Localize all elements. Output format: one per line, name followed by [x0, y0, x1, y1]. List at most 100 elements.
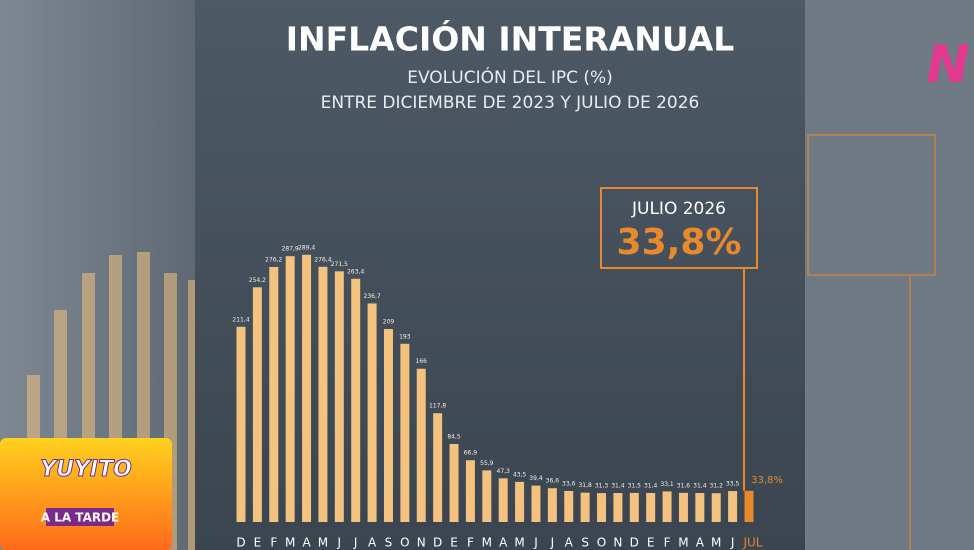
- x-tick-label: D: [433, 536, 442, 550]
- x-tick-label: O: [400, 536, 409, 550]
- x-tick-label: A: [368, 536, 377, 550]
- bar: [531, 485, 541, 522]
- value-label: 39,4: [529, 475, 543, 482]
- value-label: 47,3: [497, 468, 511, 475]
- x-tick-label: D: [236, 536, 245, 550]
- value-label: 33,6: [562, 480, 576, 487]
- bar: [629, 492, 639, 522]
- chart-subtitle: ENTRE DICIEMBRE DE 2023 Y JULIO DE 2026: [321, 93, 700, 113]
- value-label: 287,9: [282, 246, 299, 253]
- value-label: 31,4: [693, 483, 707, 490]
- bar: [498, 478, 508, 522]
- chart-title: INFLACIÓN INTERANUAL: [286, 19, 735, 59]
- callout-label: JULIO 2026: [631, 199, 726, 219]
- value-label: 33,5: [726, 481, 740, 488]
- value-label: 117,8: [429, 403, 446, 410]
- bar: [334, 271, 344, 522]
- x-tick-label: N: [417, 536, 426, 550]
- bar: [367, 303, 377, 522]
- value-label: 66,9: [464, 450, 478, 457]
- value-label: 31,2: [710, 483, 724, 490]
- x-tick-label: JUL: [742, 536, 762, 550]
- bar: [678, 492, 688, 522]
- x-tick-label: A: [696, 536, 705, 550]
- bar: [613, 493, 623, 522]
- x-tick-label: E: [647, 536, 655, 550]
- bar: [433, 413, 443, 522]
- value-label: 55,9: [480, 460, 494, 467]
- x-tick-label: M: [482, 536, 492, 550]
- value-label: 254,2: [249, 277, 266, 284]
- x-tick-label: D: [630, 536, 639, 550]
- x-tick-label: O: [597, 536, 606, 550]
- x-tick-label: E: [450, 536, 458, 550]
- value-label: 289,4: [298, 244, 315, 251]
- bar: [285, 256, 295, 522]
- bar: [515, 481, 525, 522]
- bar: [383, 329, 393, 522]
- x-tick-label: S: [385, 536, 393, 550]
- show-logo: YUYITO A LA TARDE: [0, 438, 172, 550]
- x-tick-label: M: [711, 536, 721, 550]
- bar: [744, 490, 754, 522]
- value-label: 276,4: [314, 256, 331, 263]
- x-tick-label: A: [565, 536, 574, 550]
- x-tick-label: S: [581, 536, 589, 550]
- value-label: 211,4: [232, 316, 249, 323]
- bar: [302, 254, 312, 522]
- bar: [400, 343, 410, 522]
- value-label: 31,5: [628, 482, 642, 489]
- bar: [236, 326, 246, 522]
- x-tick-label: M: [514, 536, 524, 550]
- bar: [728, 491, 738, 522]
- value-label: 31,4: [644, 483, 658, 490]
- bar: [564, 490, 574, 522]
- logo-text: A LA TARDE: [41, 511, 120, 525]
- value-label: 33,8%: [751, 475, 783, 486]
- x-tick-label: E: [254, 536, 262, 550]
- bar: [351, 278, 361, 522]
- value-label: 166: [416, 358, 428, 365]
- x-tick-label: N: [613, 536, 622, 550]
- bar: [482, 470, 492, 522]
- x-tick-label: J: [533, 536, 538, 550]
- x-tick-label: F: [467, 536, 474, 550]
- x-tick-label: A: [302, 536, 311, 550]
- logo-bg: [0, 438, 172, 550]
- x-tick-label: M: [285, 536, 295, 550]
- bar: [449, 443, 459, 522]
- x-tick-label: A: [499, 536, 508, 550]
- callout-box: [600, 187, 758, 269]
- logo-band: [46, 508, 114, 526]
- value-label: 263,4: [347, 268, 364, 275]
- value-label: 43,5: [513, 471, 527, 478]
- bar: [416, 368, 426, 522]
- bar: [695, 493, 705, 522]
- bar: [662, 491, 672, 522]
- chart-subtitle: EVOLUCIÓN DEL IPC (%): [407, 66, 613, 88]
- value-label: 31,4: [611, 483, 625, 490]
- x-tick-label: F: [664, 536, 671, 550]
- x-tick-label: J: [353, 536, 358, 550]
- value-label: 33,1: [660, 481, 674, 488]
- bar: [547, 488, 557, 522]
- x-tick-label: F: [270, 536, 277, 550]
- value-label: 193: [399, 333, 411, 340]
- x-tick-label: J: [730, 536, 735, 550]
- bar: [269, 266, 279, 522]
- bar: [646, 493, 656, 522]
- bar: [252, 287, 262, 522]
- chart-panel: [195, 0, 805, 550]
- bar: [597, 493, 607, 522]
- value-label: 31,8: [578, 482, 592, 489]
- value-label: 31,3: [595, 483, 609, 490]
- value-label: 31,6: [677, 482, 691, 489]
- bar: [465, 460, 475, 522]
- value-label: 271,5: [331, 261, 348, 268]
- value-label: 36,6: [546, 478, 560, 485]
- x-tick-label: M: [318, 536, 328, 550]
- x-tick-label: J: [337, 536, 342, 550]
- value-label: 236,7: [364, 293, 381, 300]
